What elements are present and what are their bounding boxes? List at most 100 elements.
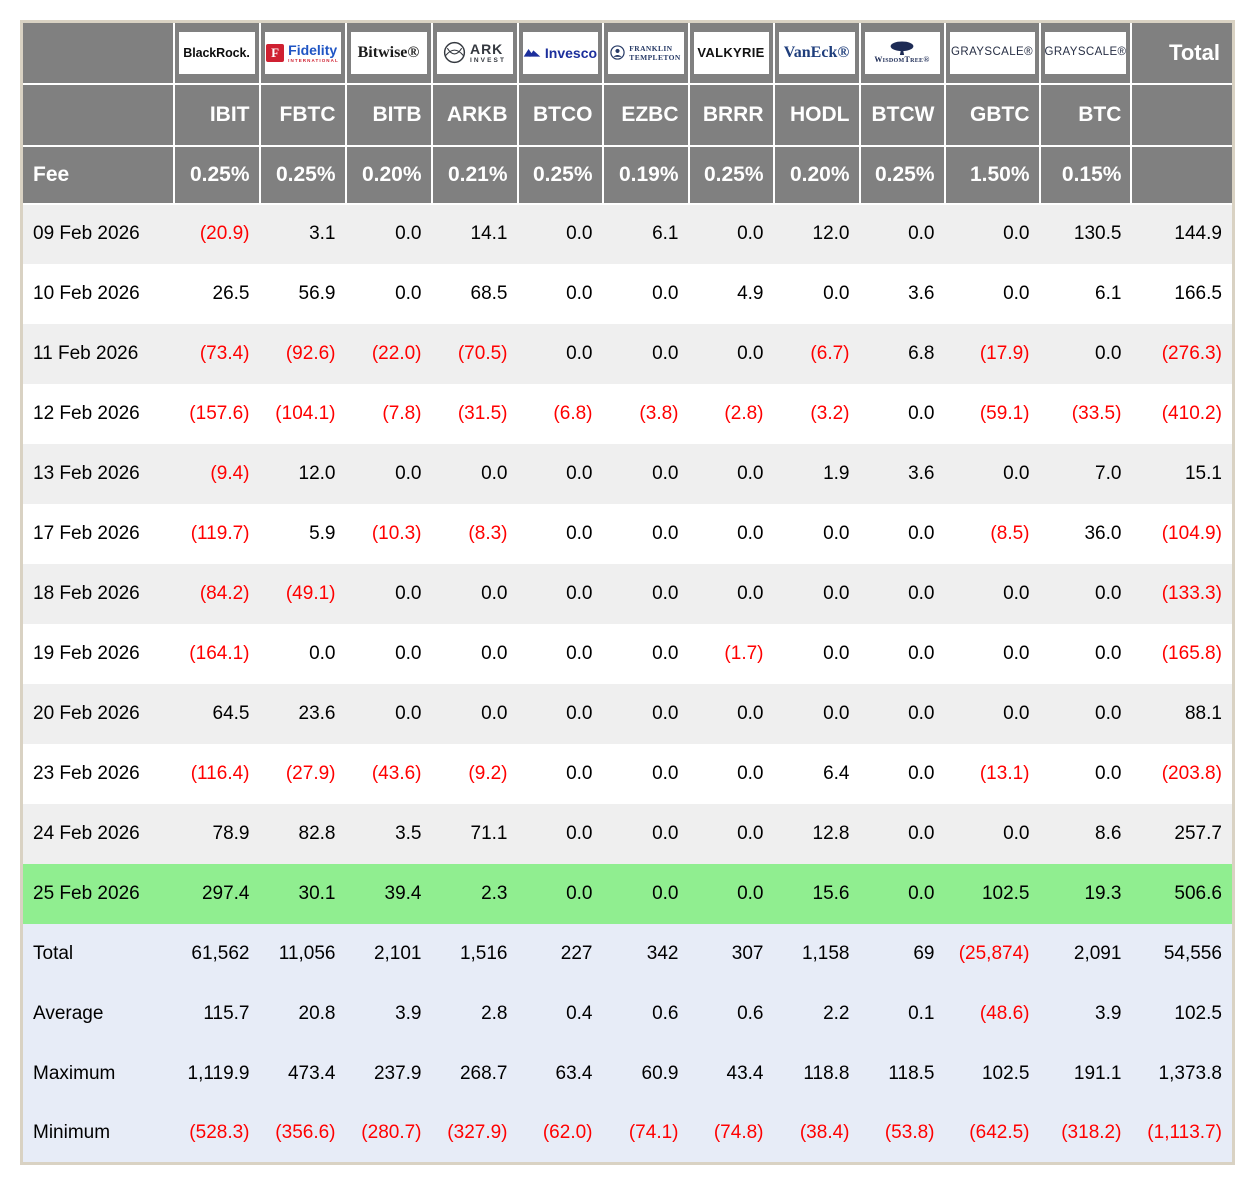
fee-cell-btcw: 0.25%	[859, 145, 946, 205]
franklin-portrait-icon	[610, 45, 625, 60]
flow-value-cell: 0.0	[908, 223, 935, 244]
flow-value-cell: 71.1	[470, 822, 508, 844]
franklin-templeton-logo: FRANKLIN TEMPLETON	[607, 31, 684, 74]
ticker-cell-hodl: HODL	[773, 83, 861, 147]
provider-logo-cell: VanEck®	[773, 21, 861, 85]
fee-cell-ibit: 0.25%	[173, 145, 261, 205]
summary-total-cell: 102.5	[1174, 1002, 1222, 1024]
summary-value-cell: 69	[913, 942, 935, 964]
summary-value-cell: 2,091	[1073, 942, 1122, 964]
ticker-cell-arkb: ARKB	[431, 83, 519, 147]
flow-value-cell: 2.3	[481, 882, 508, 904]
flow-value-cell: 0.0	[481, 642, 508, 664]
summary-value-cell: (25,874)	[958, 942, 1030, 964]
flow-value-cell: (33.5)	[1071, 402, 1122, 424]
flow-value-cell: (6.7)	[810, 342, 850, 364]
date-cell: 19 Feb 2026	[33, 642, 140, 664]
fidelity-logo: F Fidelity INTERNATIONAL	[264, 31, 341, 74]
summary-row: Total 61,562 11,056 2,101 1,516 227 342 307 1,15…	[21, 923, 1234, 984]
provider-logo-cell: VALKYRIE	[688, 21, 775, 85]
flow-value-cell: 0.0	[566, 282, 593, 304]
summary-value-cell: 0.1	[908, 1002, 935, 1024]
row-total-cell: (410.2)	[1161, 402, 1222, 424]
summary-value-cell: 268.7	[459, 1062, 508, 1084]
flow-value-cell: 0.0	[566, 702, 593, 724]
blackrock-logo: BlackRock.	[178, 31, 255, 74]
blackrock-wordmark: BlackRock.	[183, 45, 250, 60]
flow-value-cell: 0.0	[737, 702, 764, 724]
flow-value-cell: 0.0	[652, 582, 679, 604]
summary-value-cell: 1,158	[801, 942, 850, 964]
ticker-cell-ibit: IBIT	[173, 83, 261, 147]
summary-value-cell: (38.4)	[799, 1121, 850, 1143]
flow-value-cell: 0.0	[823, 702, 850, 724]
fee-cell-btco: 0.25%	[517, 145, 604, 205]
flow-value-cell: 0.0	[652, 702, 679, 724]
summary-value-cell: 237.9	[373, 1062, 422, 1084]
flow-value-cell: 0.0	[481, 582, 508, 604]
table-corner-cell	[21, 21, 175, 85]
ark-invest-wordmark: ARK INVEST	[469, 40, 507, 64]
flow-value-cell: (8.5)	[990, 522, 1030, 544]
summary-row: Maximum 1,119.9 473.4 237.9 268.7 63.4 60.9 43.…	[21, 1043, 1234, 1104]
flow-value-cell: (9.2)	[468, 762, 508, 784]
flow-value-cell: (116.4)	[190, 762, 250, 784]
flow-value-cell: (27.9)	[285, 762, 336, 784]
flow-value-cell: 0.0	[1003, 282, 1030, 304]
provider-logo-row: BlackRock. F Fidelity INTERNATIONAL Bitwise®…	[21, 21, 1234, 85]
flow-value-cell: (20.9)	[199, 223, 250, 244]
vaneck-wordmark: VanEck®	[783, 43, 850, 61]
flow-value-cell: 297.4	[201, 882, 250, 904]
flow-value-cell: (22.0)	[371, 342, 422, 364]
date-cell: 10 Feb 2026	[33, 282, 140, 304]
table-row: 09 Feb 2026 (20.9) 3.1 0.0 14.1 0.0 6.1 0.0 12.0…	[21, 203, 1234, 264]
flow-value-cell: 0.0	[908, 402, 935, 424]
flow-value-cell: 0.0	[395, 702, 422, 724]
flow-value-cell: 0.0	[652, 282, 679, 304]
flow-value-cell: 0.0	[908, 822, 935, 844]
table-row: 12 Feb 2026 (157.6) (104.1) (7.8) (31.5) (6.8…	[21, 383, 1234, 444]
flow-value-cell: 0.0	[566, 223, 593, 244]
flow-value-cell: (31.5)	[457, 402, 508, 424]
flow-value-cell: 0.0	[309, 642, 336, 664]
summary-value-cell: (528.3)	[189, 1121, 250, 1143]
provider-logo-cell: GRAYSCALE®	[944, 21, 1041, 85]
fidelity-international-label: INTERNATIONAL	[288, 57, 339, 63]
valkyrie-wordmark: VALKYRIE	[697, 45, 765, 61]
flow-value-cell: (104.1)	[275, 402, 336, 424]
summary-value-cell: (48.6)	[979, 1002, 1030, 1024]
flow-value-cell: (84.2)	[199, 582, 250, 604]
invesco-logo: Invesco	[522, 31, 598, 74]
summary-value-cell: 61,562	[191, 942, 250, 964]
date-cell: 09 Feb 2026	[33, 223, 140, 244]
flow-value-cell: 0.0	[737, 582, 764, 604]
flow-value-cell: (1.7)	[724, 642, 764, 664]
table-row: 11 Feb 2026 (73.4) (92.6) (22.0) (70.5) 0.0 0.…	[21, 323, 1234, 384]
fee-cell-arkb: 0.21%	[431, 145, 519, 205]
flow-value-cell: 0.0	[566, 582, 593, 604]
flow-value-cell: 64.5	[212, 702, 250, 724]
flow-value-cell: 130.5	[1073, 223, 1122, 244]
flow-value-cell: (157.6)	[189, 402, 250, 424]
flow-value-cell: 78.9	[212, 822, 250, 844]
flow-value-cell: 5.9	[309, 522, 336, 544]
summary-value-cell: 115.7	[203, 1002, 250, 1024]
valkyrie-logo: VALKYRIE	[693, 31, 769, 74]
table-row: 18 Feb 2026 (84.2) (49.1) 0.0 0.0 0.0 0.0 0.0 0.…	[21, 563, 1234, 624]
table-row: 17 Feb 2026 (119.7) 5.9 (10.3) (8.3) 0.0 0.0 0.…	[21, 503, 1234, 564]
flow-value-cell: 0.0	[1095, 582, 1122, 604]
flow-value-cell: (17.9)	[979, 342, 1030, 364]
summary-label-cell: Minimum	[33, 1121, 111, 1143]
table-header: BlackRock. F Fidelity INTERNATIONAL Bitwise®…	[21, 21, 1234, 205]
summary-total-cell: 54,556	[1163, 942, 1222, 964]
flow-value-cell: 0.0	[652, 522, 679, 544]
flow-value-cell: (49.1)	[285, 582, 336, 604]
flow-value-cell: (9.4)	[210, 462, 250, 484]
flow-value-cell: 0.0	[566, 882, 593, 904]
summary-value-cell: 60.9	[641, 1062, 679, 1084]
flow-value-cell: 0.0	[566, 822, 593, 844]
fee-cell-hodl: 0.20%	[773, 145, 861, 205]
total-column-header: Total	[1131, 21, 1234, 85]
row-total-cell: 166.5	[1174, 282, 1222, 304]
flow-value-cell: 0.0	[823, 642, 850, 664]
